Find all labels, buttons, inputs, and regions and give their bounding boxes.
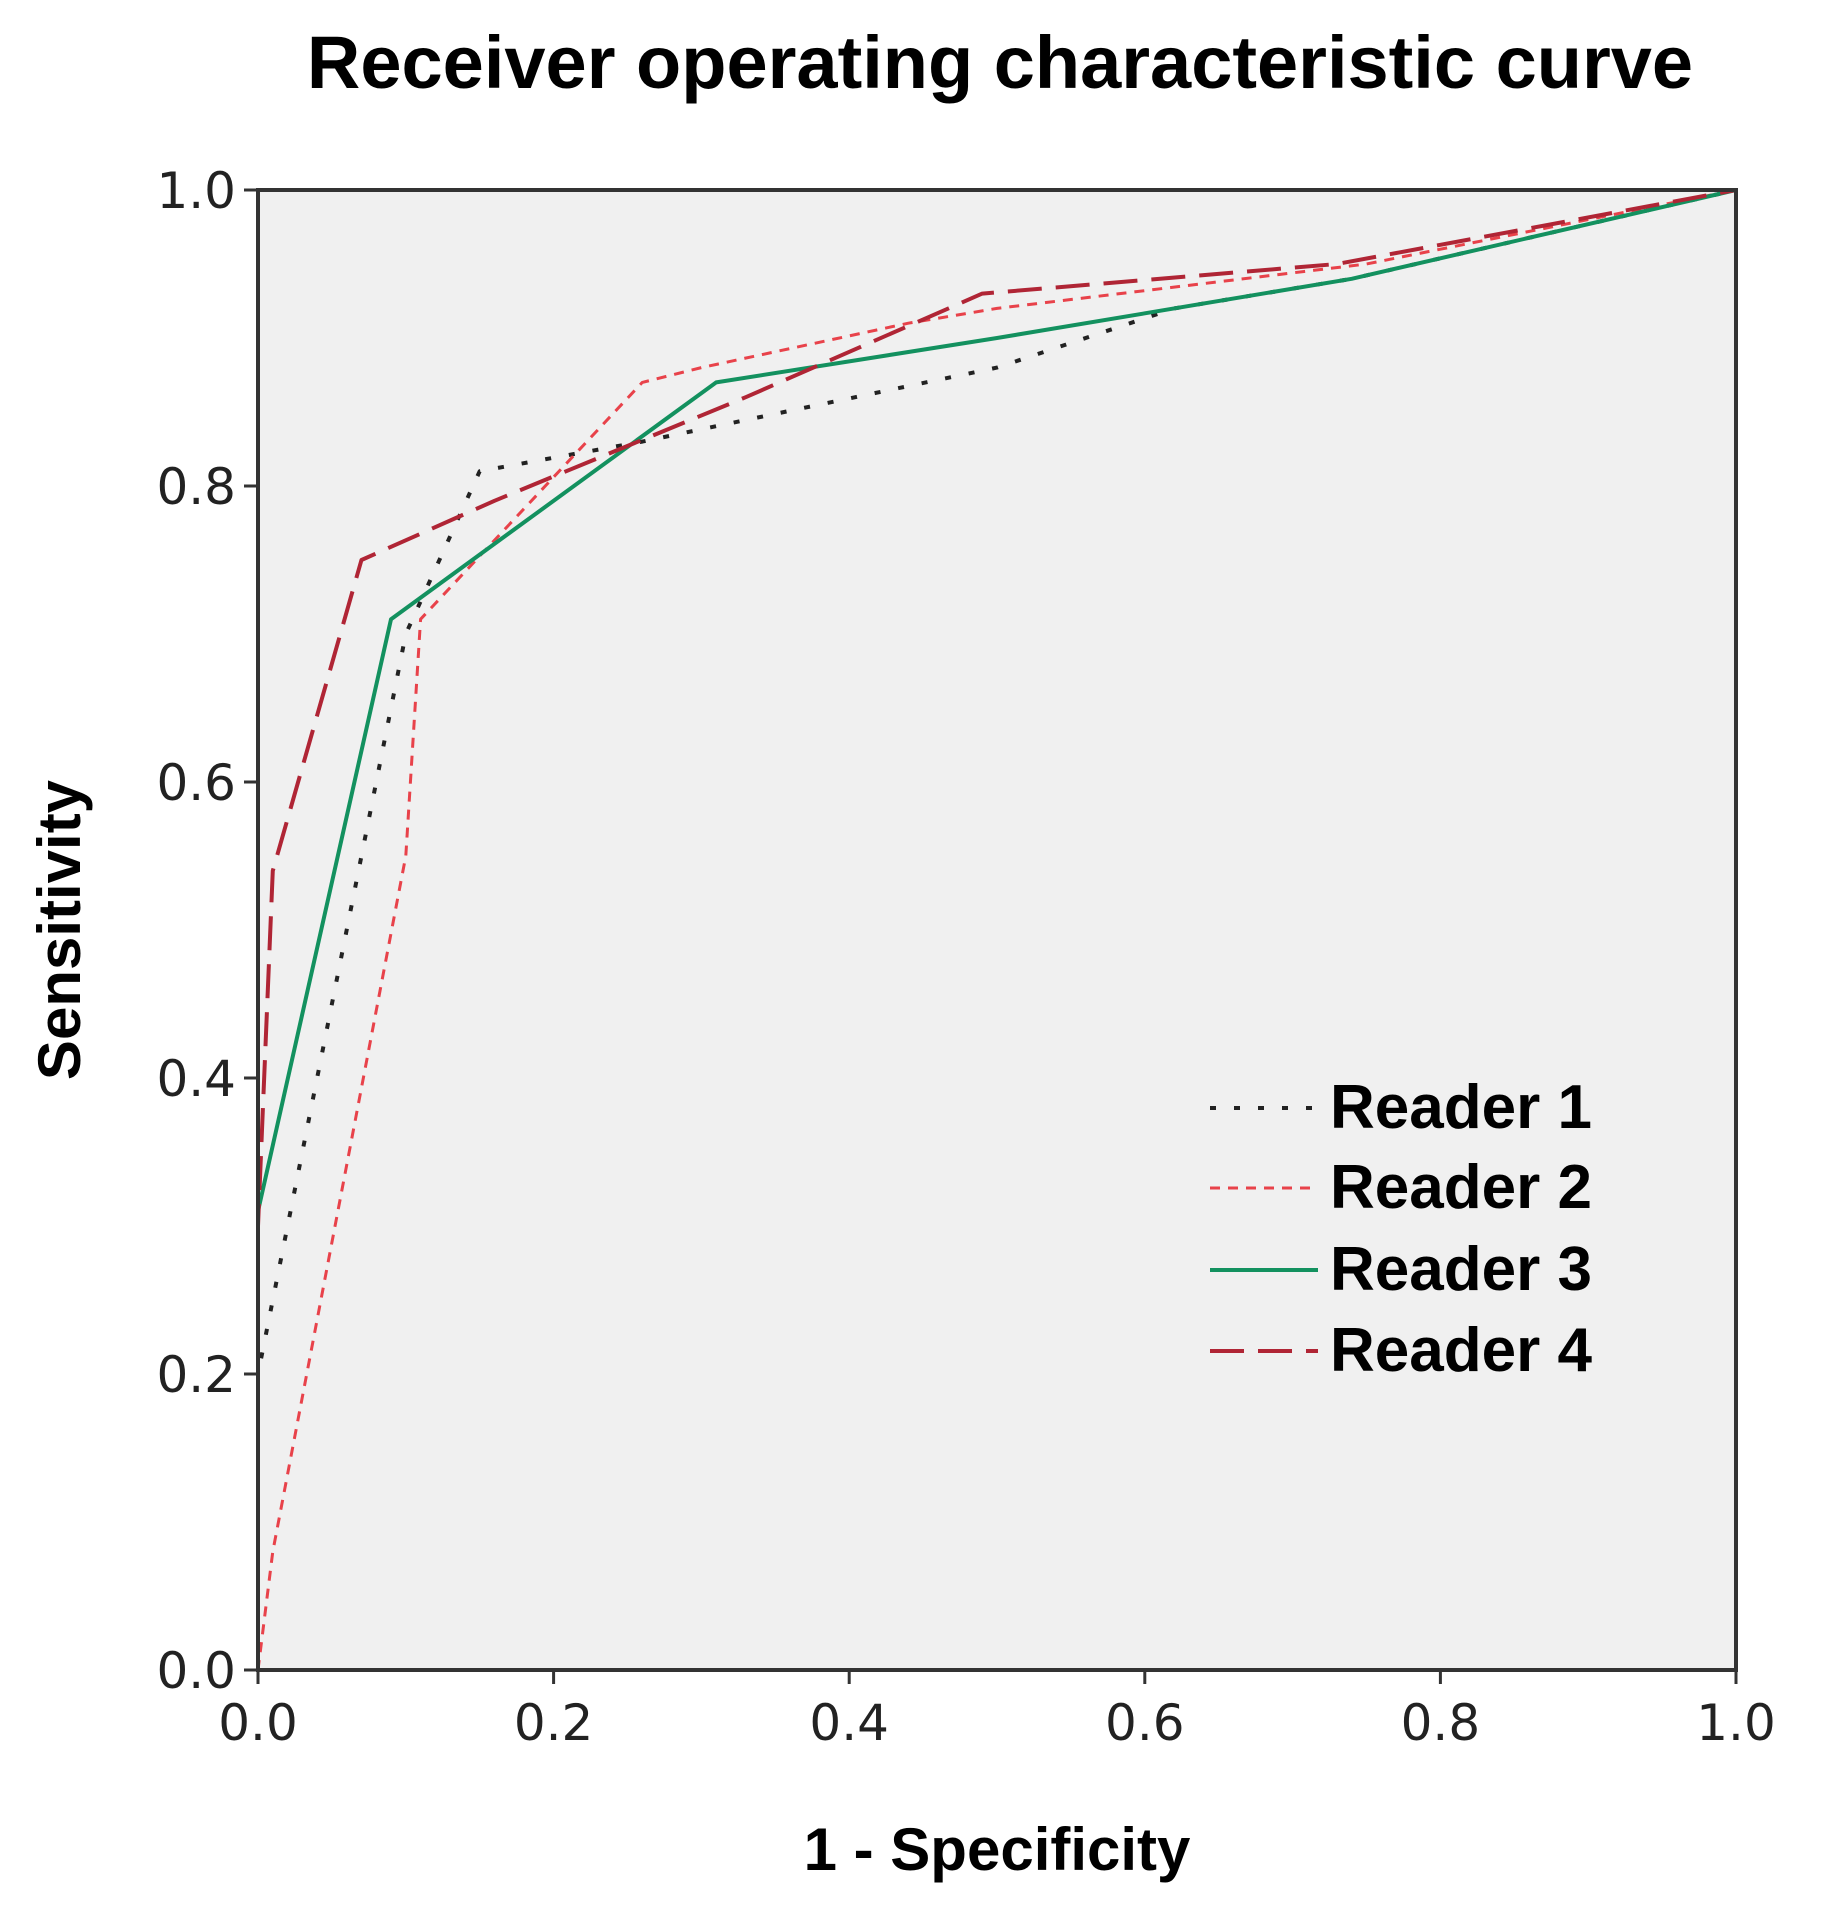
x-axis-label: 1 - Specificity xyxy=(804,1816,1191,1883)
plot-frame xyxy=(256,188,1738,1672)
series-line-reader-1 xyxy=(256,188,1737,1670)
legend-label-reader-3: Reader 3 xyxy=(1330,1235,1592,1304)
y-tick-label: 0.6 xyxy=(156,754,236,812)
x-tick-label: 0.6 xyxy=(1105,1694,1185,1752)
series-line-reader-2 xyxy=(256,188,1737,1671)
x-tick-label: 0.4 xyxy=(809,1694,889,1752)
y-tick-label: 0.2 xyxy=(156,1346,236,1404)
x-tick-label: 0.8 xyxy=(1401,1694,1481,1752)
plot-area xyxy=(258,190,1736,1670)
legend: Reader 1 Reader 2 Reader 3 Reader 4 xyxy=(1210,1073,1592,1385)
y-tick-label: 0.4 xyxy=(156,1050,236,1108)
x-tick-label: 1.0 xyxy=(1696,1694,1776,1752)
legend-label-reader-2: Reader 2 xyxy=(1330,1153,1592,1222)
legend-label-reader-1: Reader 1 xyxy=(1330,1073,1592,1142)
x-tick-label: 0.0 xyxy=(218,1694,298,1752)
legend-label-reader-4: Reader 4 xyxy=(1330,1316,1592,1385)
series-line-reader-4 xyxy=(256,188,1737,1670)
tick-layer: 0.0 0.2 0.4 0.6 0.8 1.0 0.0 0.2 0.4 0.6 0.8 1.0 xyxy=(156,162,1775,1752)
y-tick-label: 0.8 xyxy=(156,458,236,516)
y-axis-label: Sensitivity xyxy=(26,779,93,1080)
y-tick-label: 1.0 xyxy=(156,162,236,220)
y-tick-label: 0.0 xyxy=(156,1642,236,1700)
x-tick-label: 0.2 xyxy=(514,1694,594,1752)
chart-title: Receiver operating characteristic curve xyxy=(306,21,1694,104)
